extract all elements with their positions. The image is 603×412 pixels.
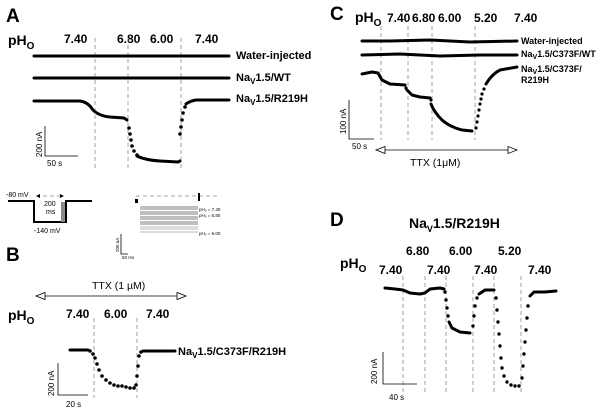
panel-c-trace-water [360,38,519,44]
panel-d-letter: D [330,210,344,231]
panel-a: A pHO 7.40 6.80 6.00 7.40 Water-injected… [6,6,311,260]
panel-a-ph-label: pHO [8,32,35,52]
panel-c-ttx-label: TTX (1μM) [410,157,460,169]
panel-c-letter: C [330,4,344,25]
panel-a-letter: A [6,6,20,27]
panel-d-ph-value-1: 7.40 [379,263,403,277]
panel-a-label-wt: NaV1.5/WT [236,72,291,86]
panel-c-ph-value-1: 7.40 [387,11,411,25]
panel-a-ph-value-1: 7.40 [64,32,88,46]
panel-b-ttx-label: TTX (1 µM) [92,280,145,292]
panel-a-scale-x: 50 s [47,159,62,168]
panel-d-ph-value-7: 7.40 [528,263,552,277]
panel-d-ph-value-3: 7.40 [427,263,451,277]
panel-c: C pHO 7.40 6.80 6.00 5.20 7.40 Water-inj… [330,4,596,169]
panel-d-scale-x: 40 s [389,393,404,402]
panel-d-trace-segment-4 [528,289,558,298]
panel-b-trace-dots [88,349,143,390]
panel-b-trace-label: NaV1.5/C373F/R219H [178,346,286,360]
panel-b-ph-value-2: 6.00 [104,307,128,321]
panel-c-label-c373f-r219h: NaV1.5/C373F/ [521,64,582,76]
panel-c-ph-value-2: 6.80 [412,11,436,25]
panel-c-ph-value-4: 5.20 [474,11,498,25]
inset-label-680: pHₒ = 6.80 [199,213,221,218]
panel-c-trace-r219h-b [405,88,432,100]
panel-b-ph-value-3: 7.40 [146,307,170,321]
panel-c-trace-c373f-wt [360,52,519,58]
panel-c-trace-r219h-d [484,65,519,86]
panel-a-trace-r219h-dots [127,105,187,157]
panel-d-title: NaV1.5/R219H [409,215,500,234]
panel-a-trace-r219h-low [135,154,182,164]
protocol-duration-unit: ms [46,209,56,216]
inset-label-740: pHₒ = 7.40 [199,207,221,212]
panel-b-scale-y: 200 nA [47,370,56,396]
inset-label-600: pHₒ = 6.00 [199,231,221,236]
panel-d-scale-bar [382,352,417,385]
panel-c-trace-r219h-c [429,102,474,133]
inset-scale-y: 200 nA [115,238,120,252]
panel-a-ph-value-2: 6.80 [117,32,141,46]
panel-c-ph-value-3: 6.00 [438,11,462,25]
panel-b: B TTX (1 µM) pHO 7.40 6.00 7.40 NaV1.5/C… [6,245,286,409]
panel-a-label-r219h: NaV1.5/R219H [236,93,308,107]
panel-c-label-c373f-r219h-line2: R219H [521,75,549,85]
panel-b-scale-bar [57,363,88,396]
panel-d-trace-dots [443,290,530,388]
panel-d-trace-segment-3 [477,288,496,296]
panel-d-scale-y: 200 nA [370,358,379,384]
protocol-hold-label: -80 mV [6,192,29,199]
panel-a-label-water: Water-injected [236,50,311,62]
panel-c-label-water: Water-injected [521,36,583,46]
panel-c-trace-dots [404,86,486,130]
panel-d-trace-segment-1 [383,286,446,296]
panel-c-label-c373f-wt: NaV1.5/C373F/WT [521,49,596,61]
panel-b-ph-label: pHO [8,307,35,327]
panel-d-ph-value-6: 5.20 [498,244,522,258]
panel-a-trace-r219h [32,99,129,122]
panel-c-ph-value-5: 7.40 [514,11,538,25]
panel-d-trace-segment-2 [447,320,472,335]
panel-c-ph-label: pHO [355,9,382,29]
panel-a-current-inset: 200 nA 50 ms pHₒ = 7.40 pHₒ = 6.80 pHₒ =… [115,193,221,260]
panel-a-scale-y: 200 nA [35,131,44,157]
panel-a-scale-bar [44,126,78,157]
panel-a-voltage-protocol: -80 mV 200 ms -140 mV [6,192,92,235]
panel-c-scale-y: 100 nA [339,108,348,134]
panel-c-scale-x: 50 s [352,142,367,151]
panel-a-ph-value-3: 6.00 [150,32,174,46]
panel-b-scale-x: 20 s [66,400,81,409]
panel-d-ph-value-5: 7.40 [474,263,498,277]
panel-a-trace-r219h-recovery [184,98,231,106]
panel-b-letter: B [6,245,20,266]
panel-d: D NaV1.5/R219H pHO 7.40 6.80 7.40 6.00 7… [330,210,558,402]
panel-d-ph-value-4: 6.00 [449,244,473,258]
panel-b-ph-value-1: 7.40 [66,307,90,321]
inset-scale-x: 50 ms [122,255,135,260]
panel-d-ph-label: pHO [340,255,367,275]
panel-c-trace-r219h-a [360,70,407,87]
protocol-step-label: -140 mV [34,228,61,235]
panel-d-ph-value-2: 6.80 [406,244,430,258]
protocol-duration-value: 200 [44,201,56,208]
panel-a-ph-value-4: 7.40 [195,32,219,46]
panel-c-scale-bar [348,100,374,140]
